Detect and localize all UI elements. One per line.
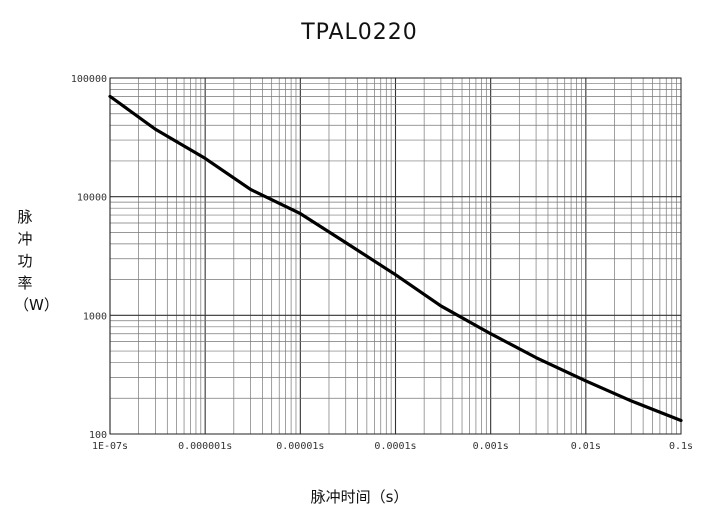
x-axis-label: 脉冲时间（s） [310,488,409,506]
series-layer [108,94,683,423]
plot-frame [109,77,682,435]
x-tick-label: 0.001s [473,441,509,452]
y-tick-label: 100 [89,430,107,441]
x-tick-label: 0.01s [571,441,601,452]
y-tick-label: 100000 [71,74,107,85]
x-tick-label: 0.0001s [374,441,416,452]
x-tick-label: 1E-07s [92,441,128,452]
x-tick-label: 0.00001s [276,441,324,452]
x-tick-label: 0.1s [669,441,693,452]
y-tick-label: 1000 [83,311,107,322]
chart-title: TPAL0220 [301,20,418,45]
tick-labels: 1E-07s 0.000001s 0.00001s 0.0001s 0.001s 0.01… [71,74,693,452]
series-line [108,94,683,423]
y-tick-label: 10000 [77,193,107,204]
x-tick-label: 0.000001s [178,441,232,452]
grid [109,78,681,435]
